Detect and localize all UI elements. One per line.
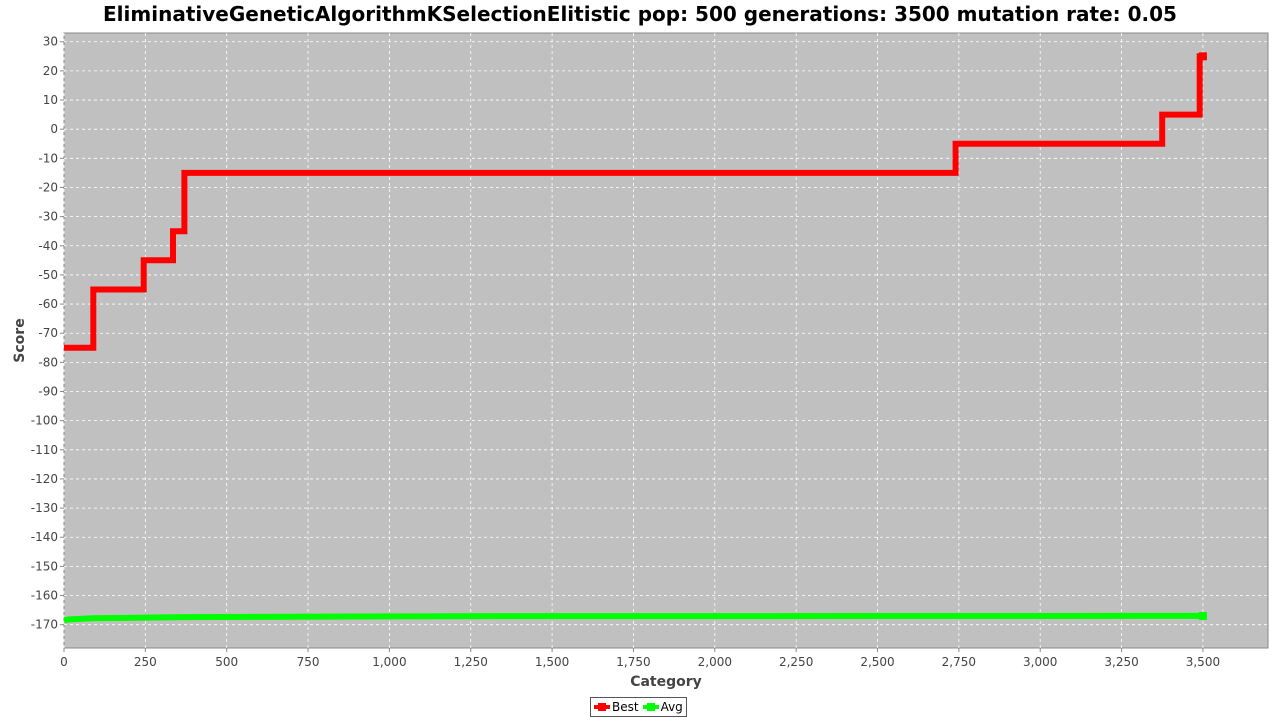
legend: Best Avg [590, 697, 687, 717]
x-tick-label: 3,500 [1186, 655, 1220, 669]
x-tick-label: 3,250 [1104, 655, 1138, 669]
y-tick-label: -50 [38, 268, 58, 282]
chart-title: EliminativeGeneticAlgorithmKSelectionEli… [103, 2, 1177, 26]
series-line-best [64, 53, 1203, 351]
x-tick-label: 3,000 [1023, 655, 1057, 669]
y-tick-label: -100 [31, 414, 58, 428]
x-tick-label: 2,250 [779, 655, 813, 669]
x-tick-label: 250 [134, 655, 157, 669]
y-tick-label: -30 [38, 210, 58, 224]
y-axis-title: Score [12, 318, 28, 362]
legend-label-avg: Avg [660, 700, 683, 714]
y-tick-label: -130 [31, 501, 58, 515]
x-tick-label: 2,500 [860, 655, 894, 669]
y-tick-label: 0 [50, 122, 58, 136]
legend-swatch-avg [642, 702, 659, 712]
x-axis-title: Category [630, 674, 702, 690]
legend-swatch-best [594, 702, 610, 712]
y-tick-label: -90 [38, 385, 58, 399]
series-line-avg [63, 612, 1203, 624]
y-tick-label: -140 [31, 530, 58, 544]
y-tick-label: -170 [31, 618, 58, 632]
series-end-marker-avg [1198, 611, 1207, 620]
series-end-marker-best [1198, 52, 1207, 61]
y-tick-label: -20 [38, 180, 58, 194]
y-tick-label: -60 [38, 297, 58, 311]
plot-area [63, 32, 1269, 649]
x-tick-label: 500 [215, 655, 238, 669]
y-tick-label: -70 [38, 326, 58, 340]
y-tick-label: 10 [43, 93, 58, 107]
x-tick-label: 2,750 [942, 655, 976, 669]
gridlines [63, 33, 1268, 648]
legend-item-best: Best [594, 700, 639, 714]
x-tick-label: 1,000 [372, 655, 406, 669]
y-tick-label: -160 [31, 589, 58, 603]
x-tick-label: 0 [60, 655, 68, 669]
x-tick-label: 750 [297, 655, 320, 669]
series-layer [63, 52, 1207, 624]
legend-item-avg: Avg [642, 700, 683, 714]
y-tick-label: -10 [38, 151, 58, 165]
axes: 0 250 500 750 1,000 1,250 1,500 1,750 2,000 2,250… [31, 35, 1220, 669]
x-tick-label: 1,500 [535, 655, 569, 669]
x-tick-label: 1,750 [616, 655, 650, 669]
y-tick-label: 30 [43, 35, 58, 49]
y-tick-label: -120 [31, 472, 58, 486]
y-tick-label: -110 [31, 443, 58, 457]
y-tick-label: -80 [38, 355, 58, 369]
x-tick-label: 2,000 [698, 655, 732, 669]
x-tick-label: 1,250 [454, 655, 488, 669]
y-tick-label: -40 [38, 239, 58, 253]
y-tick-label: -150 [31, 559, 58, 573]
legend-label-best: Best [612, 700, 639, 714]
y-tick-label: 20 [43, 64, 58, 78]
